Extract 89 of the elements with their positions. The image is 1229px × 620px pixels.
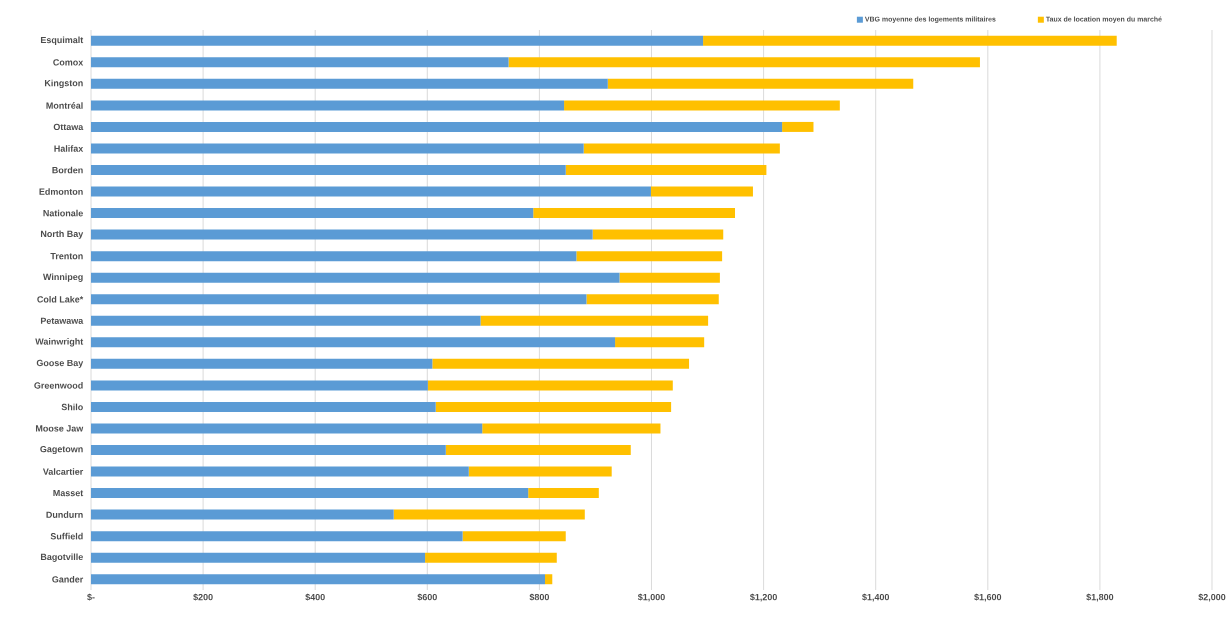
y-tick-label: Halifax	[54, 145, 84, 152]
bar	[91, 509, 394, 520]
bar	[435, 401, 672, 412]
x-tick-label: $400	[305, 593, 325, 601]
bar	[480, 315, 709, 326]
y-tick-label: Comox	[53, 59, 84, 66]
bar	[650, 186, 753, 197]
bar	[91, 121, 783, 132]
bar	[703, 35, 1117, 46]
y-tick-label: Dundurn	[46, 511, 83, 518]
y-tick-label: Bagotville	[40, 553, 83, 562]
bar	[432, 358, 690, 369]
bar	[91, 380, 428, 391]
x-tick-label: $800	[529, 593, 550, 601]
y-tick-label: Esquimalt	[40, 36, 84, 45]
bar	[91, 272, 620, 283]
x-tick-label: $1,400	[862, 593, 890, 602]
y-tick-label: Greenwood	[34, 382, 83, 389]
bar	[91, 100, 565, 111]
bar	[91, 337, 616, 348]
bar	[462, 531, 566, 542]
y-tick-label: Goose Bay	[36, 359, 84, 368]
y-tick-label: Wainwright	[35, 338, 84, 347]
bar	[91, 57, 509, 68]
bar	[91, 466, 469, 477]
y-tick-label: Gagetown	[40, 445, 83, 455]
y-tick-label: Gander	[52, 575, 84, 583]
y-tick-label: Borden	[52, 166, 83, 174]
x-tick-label: $-	[87, 593, 95, 601]
y-tick-label: Moose Jaw	[35, 425, 84, 432]
bar	[468, 466, 612, 477]
y-tick-label: Ottawa	[53, 123, 84, 131]
bar	[607, 78, 914, 89]
y-tick-label: Kingston	[44, 79, 83, 89]
y-tick-label: Edmonton	[39, 188, 83, 195]
bar	[91, 251, 577, 262]
x-tick-label: $600	[417, 593, 437, 601]
x-tick-label: $2,000	[1198, 593, 1226, 602]
bar	[91, 186, 651, 197]
bar	[91, 143, 584, 154]
y-tick-label: Nationale	[43, 209, 83, 217]
x-tick-label: $200	[193, 593, 213, 601]
y-tick-label: Suffield	[50, 532, 83, 540]
bar	[564, 100, 840, 111]
bar	[619, 272, 720, 283]
bar	[91, 423, 483, 434]
bar	[91, 208, 534, 219]
bar	[427, 380, 673, 391]
bar	[91, 229, 593, 240]
bar	[445, 445, 631, 456]
bar	[91, 574, 545, 585]
y-tick-label: Shilo	[61, 403, 83, 411]
bar	[508, 57, 980, 68]
bar	[586, 294, 719, 305]
y-tick-label: Winnipeg	[42, 273, 83, 282]
x-tick-label: $1,800	[1086, 593, 1114, 602]
y-tick-label: Petawawa	[40, 317, 84, 324]
bar	[533, 208, 736, 219]
x-tick-label: $1,000	[637, 593, 665, 602]
bar	[91, 531, 463, 542]
y-tick-label: Montréal	[46, 102, 83, 109]
bar	[91, 78, 608, 89]
bar	[576, 251, 723, 262]
bar	[592, 229, 724, 240]
bar	[91, 315, 481, 326]
x-tick-label: $1,600	[974, 593, 1002, 602]
bar	[615, 337, 705, 348]
bar	[583, 143, 780, 154]
bar	[565, 165, 767, 175]
y-tick-label: Trenton	[50, 253, 83, 260]
bar	[91, 552, 426, 563]
bar	[91, 401, 436, 412]
bar	[393, 509, 585, 520]
bar	[482, 423, 661, 434]
bar	[91, 488, 529, 499]
bar	[91, 358, 433, 369]
y-tick-label: Masset	[53, 489, 84, 497]
y-tick-label: Cold Lake*	[37, 295, 84, 303]
bar	[91, 165, 566, 175]
bar	[91, 35, 704, 46]
y-tick-label: North Bay	[40, 230, 84, 239]
bar	[528, 488, 599, 499]
x-tick-label: $1,200	[750, 593, 777, 602]
y-tick-label: Valcartier	[42, 468, 84, 475]
bar	[545, 574, 553, 585]
bar	[91, 294, 587, 305]
bar	[91, 445, 446, 456]
bar	[425, 552, 557, 563]
bar	[782, 121, 814, 132]
